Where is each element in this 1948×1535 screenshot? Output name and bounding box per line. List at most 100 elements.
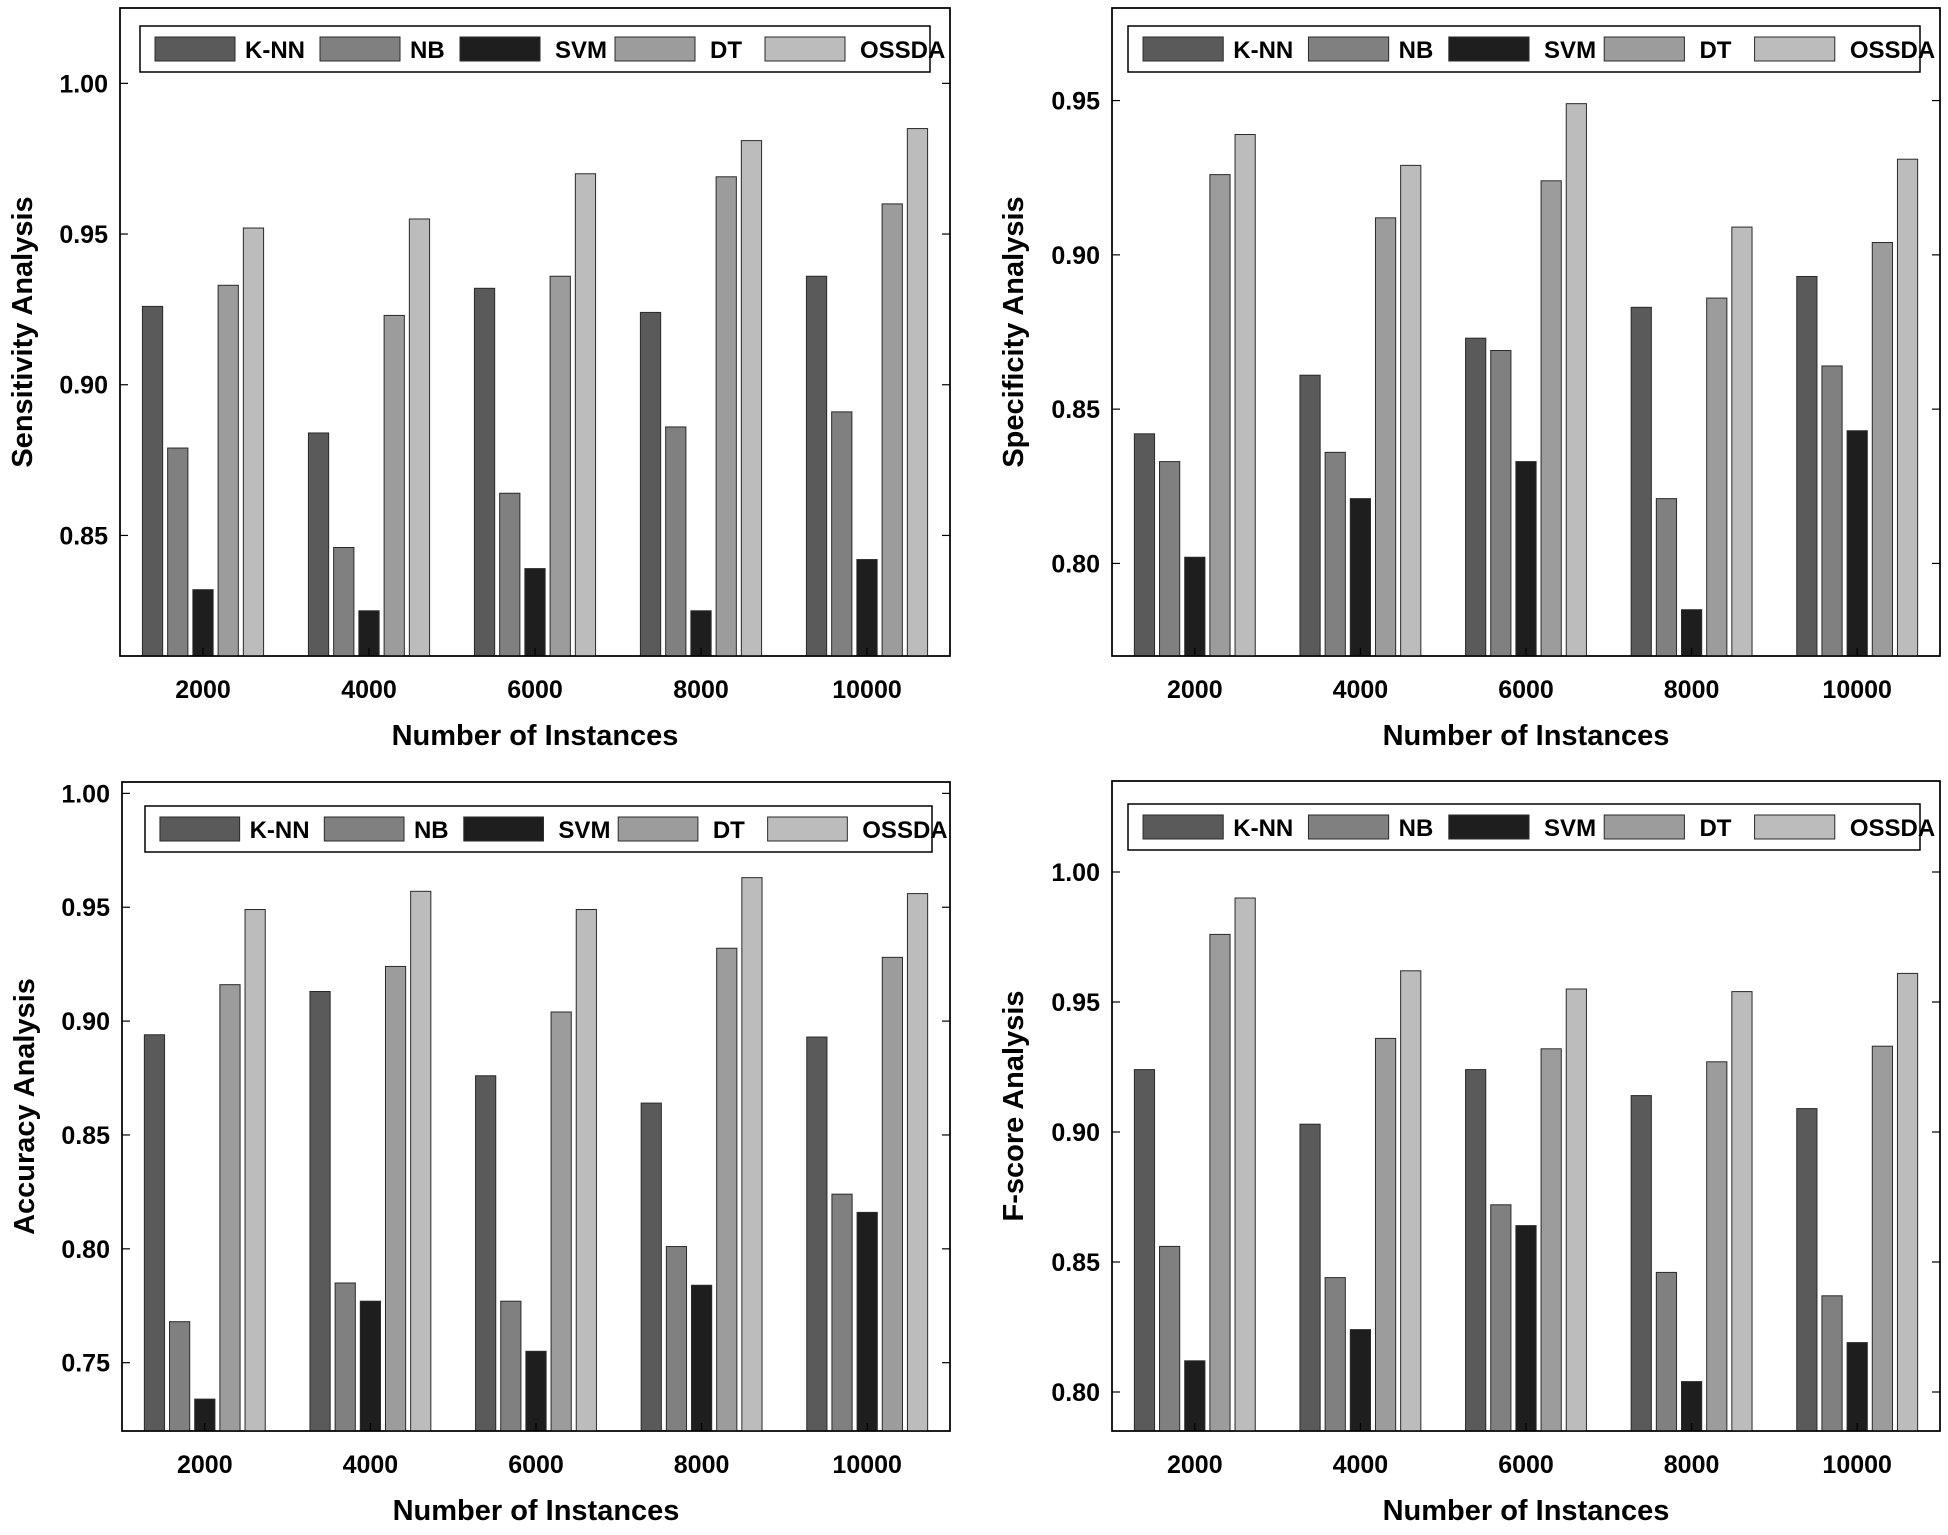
legend: K-NN NB SVM DT OSSDA [144,805,948,853]
bar-dt-8000 [716,947,738,1432]
bar-nb-4000 [334,1282,356,1432]
bar-svm-6000 [1515,1225,1537,1432]
bar-svm-10000 [856,559,878,657]
bar-ossda-4000 [1400,970,1422,1432]
bar-nb-4000 [1324,451,1346,657]
bar-k-nn-10000 [806,1036,828,1432]
bar-ossda-8000 [740,140,763,657]
bar-k-nn-2000 [1133,1069,1156,1432]
legend: K-NN NB SVM DT OSSDA [1127,803,1935,851]
x-tick-label: 4000 [1333,1451,1389,1479]
bar-k-nn-8000 [639,311,662,657]
bar-ossda-8000 [741,877,763,1432]
y-axis-title: Sensitivity Analysis [7,196,39,467]
bar-nb-8000 [1655,498,1678,657]
bar-nb-10000 [1821,1295,1843,1432]
legend-swatch-ossda [767,816,848,842]
x-tick-label: 6000 [508,1451,564,1479]
bar-ossda-10000 [1896,972,1919,1432]
y-tick-label: 1.00 [1051,859,1100,887]
bar-k-nn-6000 [1465,1069,1487,1432]
bar-svm-8000 [690,1284,713,1432]
legend-label-k-nn: K-NN [250,817,310,844]
bar-ossda-10000 [1896,158,1919,657]
y-tick-label: 0.80 [1051,1379,1100,1407]
y-tick-label: 1.00 [59,70,108,98]
bar-dt-2000 [1209,933,1231,1432]
y-tick-label: 0.85 [1051,396,1100,424]
bar-svm-10000 [1846,430,1868,657]
bar-dt-10000 [1871,242,1893,657]
bar-nb-2000 [167,447,189,657]
bar-k-nn-4000 [1299,374,1321,657]
legend-label-svm: SVM [558,817,610,844]
legend-swatch-k-nn [154,36,236,62]
x-tick-label: 4000 [1333,676,1389,704]
x-tick-label: 8000 [1664,676,1720,704]
x-tick-label: 10000 [1822,676,1892,704]
bar-dt-2000 [217,284,239,657]
legend-swatch-nb [319,36,401,62]
bar-dt-4000 [1374,217,1397,657]
legend-label-k-nn: K-NN [245,37,305,64]
bar-nb-6000 [500,1300,522,1432]
y-axis-title: Specificity Analysis [998,196,1030,467]
bar-k-nn-2000 [141,305,164,657]
legend-swatch-dt [614,36,696,62]
bar-k-nn-8000 [1630,306,1652,657]
bar-k-nn-10000 [1796,1108,1818,1432]
bar-dt-6000 [550,1011,572,1432]
y-tick-label: 0.95 [61,894,110,922]
legend-swatch-dt [1603,36,1685,62]
x-axis-title: Number of Instances [1383,720,1670,752]
bar-k-nn-6000 [1465,337,1487,657]
legend-label-dt: DT [710,37,742,64]
plot-border [1111,780,1941,1432]
legend: K-NN NB SVM DT OSSDA [139,25,945,73]
y-tick-label: 0.75 [61,1350,110,1378]
x-tick-label: 4000 [343,1451,399,1479]
legend-label-svm: SVM [1544,815,1596,842]
legend-label-ossda: OSSDA [860,37,945,64]
bar-ossda-4000 [410,890,432,1432]
bar-k-nn-10000 [805,275,828,657]
x-tick-label: 2000 [175,676,231,704]
legend-swatch-svm [1448,814,1530,840]
bar-nb-2000 [1159,461,1181,657]
bar-ossda-2000 [1234,897,1256,1432]
x-tick-label: 8000 [673,676,729,704]
x-axis-title: Number of Instances [392,720,679,752]
y-tick-label: 0.85 [61,1122,110,1150]
legend-label-nb: NB [1399,815,1434,842]
bar-svm-6000 [1515,461,1537,657]
y-axis-title: F-score Analysis [998,990,1030,1221]
bar-svm-10000 [856,1211,878,1432]
bar-ossda-10000 [906,128,929,657]
bar-dt-2000 [219,984,241,1432]
bar-svm-10000 [1846,1342,1868,1432]
x-tick-label: 8000 [1664,1451,1720,1479]
bar-ossda-2000 [242,227,265,657]
y-tick-label: 0.85 [59,522,108,550]
legend-swatch-ossda [764,36,846,62]
bar-nb-10000 [1821,365,1843,657]
bar-ossda-10000 [906,893,929,1432]
bar-k-nn-8000 [1630,1095,1652,1432]
bar-ossda-8000 [1731,991,1753,1432]
y-tick-label: 0.85 [1051,1249,1100,1277]
bar-svm-6000 [525,1350,547,1432]
bar-svm-4000 [1349,1329,1372,1432]
legend-swatch-nb [1307,814,1390,840]
legend-label-nb: NB [1399,37,1434,64]
legend-label-k-nn: K-NN [1233,815,1293,842]
bar-dt-2000 [1209,174,1231,657]
bar-ossda-4000 [1400,164,1422,657]
x-tick-label: 8000 [674,1451,730,1479]
accuracy-chart: 0.75 0.80 0.85 0.90 0.95 1.00 2000 4000 6000 8000… [9,780,951,1527]
legend-swatch-k-nn [1142,36,1224,62]
bar-nb-2000 [169,1321,191,1432]
x-tick-label: 10000 [1822,1451,1892,1479]
bar-nb-2000 [1159,1245,1181,1432]
legend-swatch-nb [1307,36,1390,62]
bar-ossda-4000 [408,218,431,657]
